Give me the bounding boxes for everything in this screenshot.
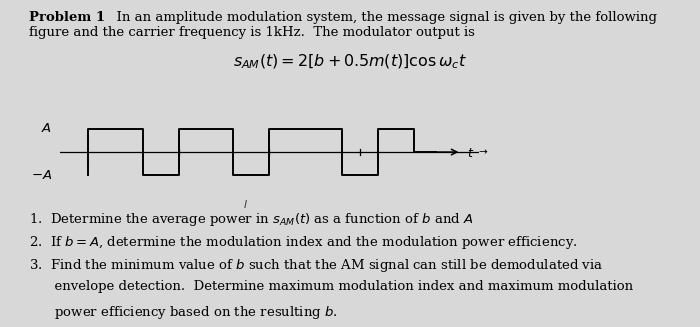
Text: envelope detection.  Determine maximum modulation index and maximum modulation: envelope detection. Determine maximum mo… [29,280,634,293]
Text: $s_{AM}(t) = 2[b + 0.5m(t)]\cos\omega_c t$: $s_{AM}(t) = 2[b + 0.5m(t)]\cos\omega_c … [233,52,467,71]
Text: $I$: $I$ [242,198,248,210]
Text: 1.  Determine the average power in $s_{AM}(t)$ as a function of $b$ and $A$: 1. Determine the average power in $s_{AM… [29,211,474,228]
Text: $-A$: $-A$ [31,169,52,182]
Text: power efficiency based on the resulting $b$.: power efficiency based on the resulting … [29,304,338,321]
Text: $A$: $A$ [41,122,52,135]
Text: Problem 1: Problem 1 [29,11,106,25]
Text: $\rightarrow$: $\rightarrow$ [476,147,488,157]
Text: $t$: $t$ [467,147,474,160]
Text: 2.  If $b = A$, determine the modulation index and the modulation power efficien: 2. If $b = A$, determine the modulation … [29,234,578,251]
Text: 3.  Find the minimum value of $b$ such that the AM signal can still be demodulat: 3. Find the minimum value of $b$ such th… [29,257,603,274]
Text: figure and the carrier frequency is 1kHz.  The modulator output is: figure and the carrier frequency is 1kHz… [29,26,475,39]
Text: In an amplitude modulation system, the message signal is given by the following: In an amplitude modulation system, the m… [108,11,657,25]
